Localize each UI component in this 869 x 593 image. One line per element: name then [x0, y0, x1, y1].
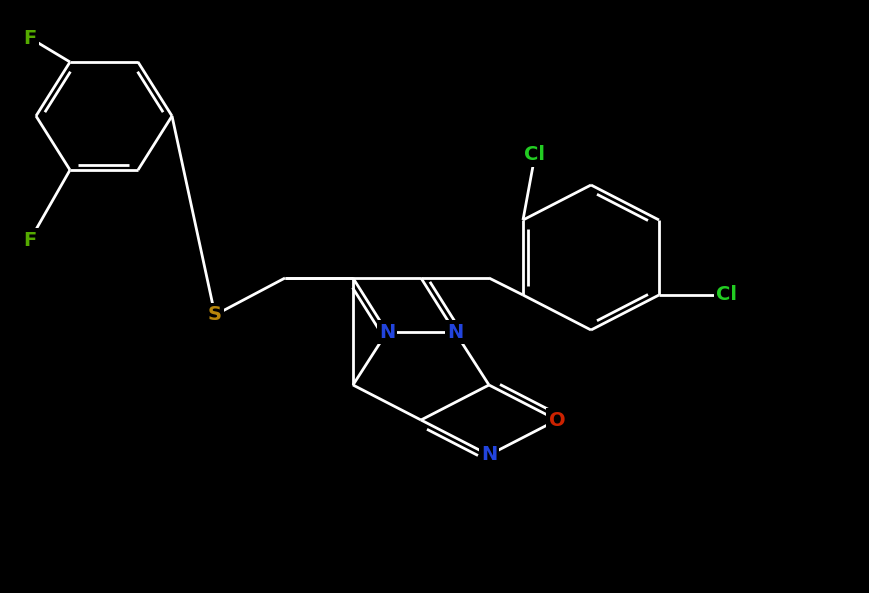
Text: F: F: [23, 28, 36, 47]
Text: N: N: [481, 445, 496, 464]
Text: S: S: [208, 305, 222, 324]
Text: Cl: Cl: [524, 145, 545, 164]
Text: N: N: [378, 323, 395, 342]
Text: F: F: [23, 231, 36, 250]
Text: Cl: Cl: [716, 285, 737, 304]
Text: N: N: [447, 323, 462, 342]
Text: O: O: [548, 410, 565, 429]
